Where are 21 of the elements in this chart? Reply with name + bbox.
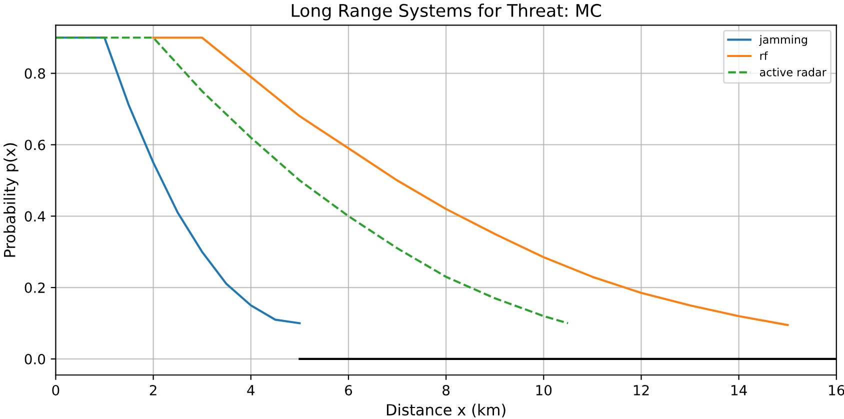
x-tick-label: 12 bbox=[634, 384, 649, 396]
x-tick-label: 8 bbox=[442, 384, 450, 396]
y-axis-title: Probability p(x) bbox=[4, 143, 18, 257]
x-axis-title: Distance x (km) bbox=[386, 404, 506, 418]
y-tick-label: 0.0 bbox=[24, 354, 46, 364]
legend-label: rf bbox=[760, 51, 768, 60]
legend-label: active radar bbox=[760, 68, 826, 76]
x-tick-label: 0 bbox=[52, 384, 60, 396]
x-tick-label: 14 bbox=[732, 385, 747, 396]
y-tick-label: 0.8 bbox=[24, 68, 46, 79]
legend-label: jamming bbox=[759, 35, 808, 46]
chart-title: Long Range Systems for Threat: MC bbox=[292, 4, 601, 20]
y-tick-label: 0.2 bbox=[24, 282, 45, 294]
y-tick-label: 0.6 bbox=[24, 140, 46, 150]
x-tick-label: 16 bbox=[829, 384, 844, 396]
y-tick-label: 0.4 bbox=[24, 211, 46, 222]
line-series bbox=[56, 36, 570, 324]
x-tick-label: 2 bbox=[150, 384, 156, 396]
x-tick-label: 6 bbox=[345, 384, 352, 396]
x-tick-label: 10 bbox=[536, 384, 552, 396]
x-tick-label: 4 bbox=[247, 385, 255, 396]
